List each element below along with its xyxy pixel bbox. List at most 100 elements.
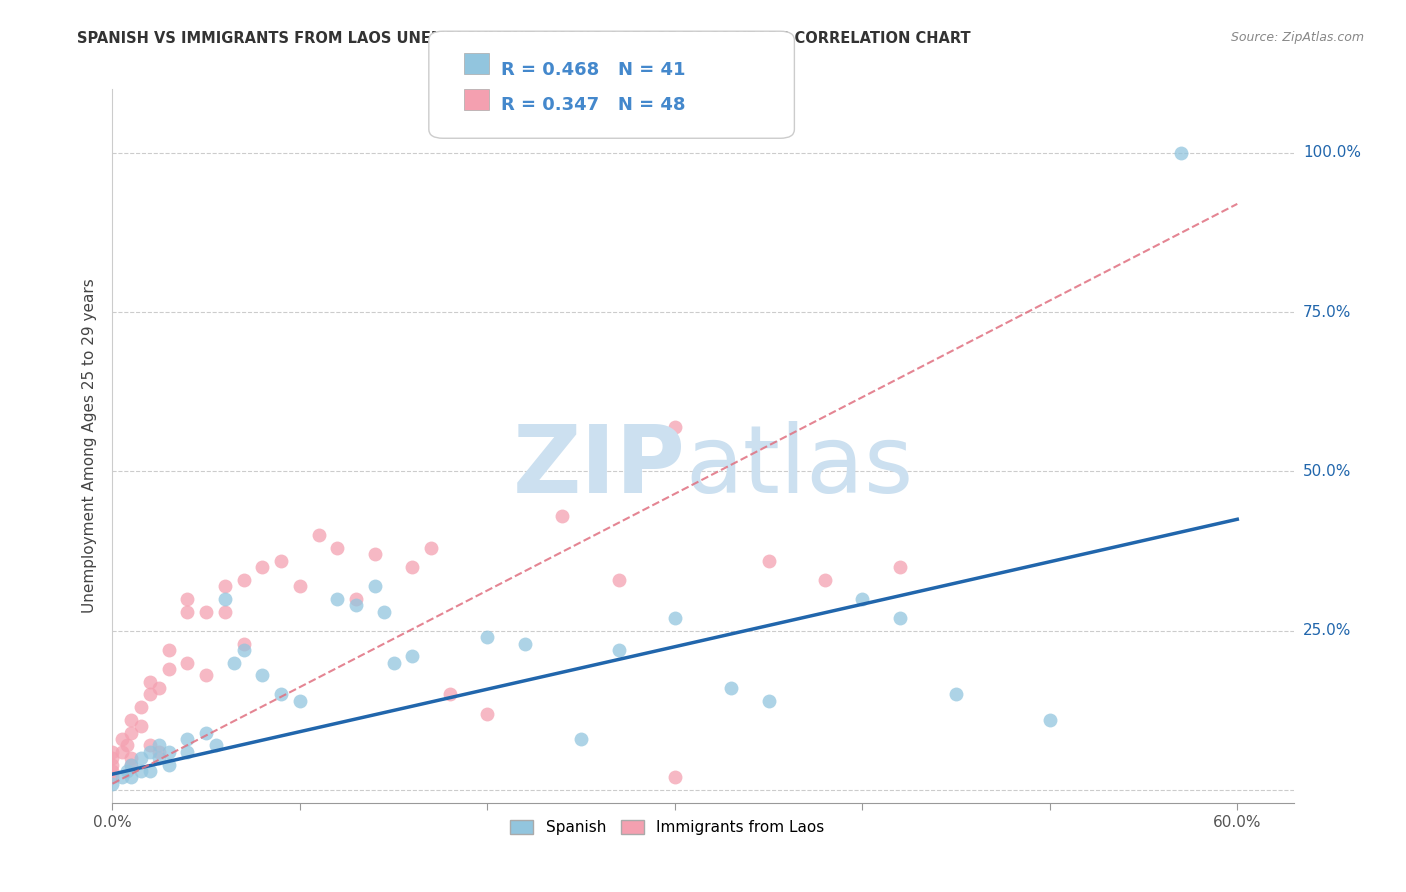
Text: 100.0%: 100.0%: [1303, 145, 1361, 161]
Point: [148, 681, 170, 695]
Point: [157, 643, 180, 657]
Point: [157, 745, 180, 759]
Point: [720, 681, 742, 695]
Point: [224, 656, 246, 670]
Point: [129, 751, 152, 765]
Point: [326, 541, 349, 555]
Text: R = 0.468   N = 41: R = 0.468 N = 41: [501, 61, 685, 78]
Point: [252, 560, 274, 574]
Point: [195, 605, 218, 619]
Point: [120, 713, 142, 727]
Point: [551, 509, 574, 524]
Point: [101, 751, 124, 765]
Point: [889, 560, 911, 574]
Point: [270, 688, 292, 702]
Point: [288, 579, 311, 593]
Point: [120, 770, 142, 784]
Point: [176, 732, 198, 747]
Point: [758, 554, 780, 568]
Point: [382, 656, 405, 670]
Point: [288, 694, 311, 708]
Point: [176, 605, 198, 619]
Point: [101, 745, 124, 759]
Text: ZIP: ZIP: [512, 421, 685, 514]
Point: [139, 688, 162, 702]
Point: [477, 630, 499, 644]
Point: [1039, 713, 1062, 727]
Point: [117, 764, 139, 778]
Point: [117, 739, 139, 753]
Point: [945, 688, 967, 702]
Point: [139, 674, 162, 689]
Point: [607, 573, 630, 587]
Point: [139, 745, 162, 759]
Y-axis label: Unemployment Among Ages 25 to 29 years: Unemployment Among Ages 25 to 29 years: [82, 278, 97, 614]
Point: [195, 668, 218, 682]
Point: [401, 560, 423, 574]
Point: [139, 764, 162, 778]
Point: [513, 636, 536, 650]
Point: [232, 636, 254, 650]
Point: [1170, 145, 1192, 160]
Point: [664, 611, 686, 625]
Text: 75.0%: 75.0%: [1303, 305, 1351, 319]
Point: [214, 579, 236, 593]
Point: [101, 770, 124, 784]
Point: [364, 579, 387, 593]
Point: [148, 745, 170, 759]
Point: [607, 643, 630, 657]
Point: [758, 694, 780, 708]
Point: [129, 719, 152, 733]
Text: R = 0.347   N = 48: R = 0.347 N = 48: [501, 96, 685, 114]
Point: [101, 757, 124, 772]
Point: [120, 725, 142, 739]
Point: [157, 757, 180, 772]
Point: [569, 732, 592, 747]
Point: [420, 541, 443, 555]
Point: [111, 732, 134, 747]
Point: [101, 777, 124, 791]
Point: [120, 751, 142, 765]
Text: 50.0%: 50.0%: [1303, 464, 1351, 479]
Point: [214, 591, 236, 606]
Point: [101, 764, 124, 778]
Point: [148, 739, 170, 753]
Point: [214, 605, 236, 619]
Point: [664, 420, 686, 434]
Point: [401, 649, 423, 664]
Point: [889, 611, 911, 625]
Point: [308, 528, 330, 542]
Point: [232, 643, 254, 657]
Point: [851, 591, 873, 606]
Point: [111, 770, 134, 784]
Point: [139, 739, 162, 753]
Point: [252, 668, 274, 682]
Point: [157, 662, 180, 676]
Point: [120, 757, 142, 772]
Point: [195, 725, 218, 739]
Point: [232, 573, 254, 587]
Point: [364, 547, 387, 561]
Point: [814, 573, 837, 587]
Point: [148, 751, 170, 765]
Point: [204, 739, 226, 753]
Point: [439, 688, 461, 702]
Point: [176, 591, 198, 606]
Point: [111, 745, 134, 759]
Point: [344, 599, 367, 613]
Point: [129, 764, 152, 778]
Legend: Spanish, Immigrants from Laos: Spanish, Immigrants from Laos: [505, 814, 831, 841]
Point: [270, 554, 292, 568]
Text: atlas: atlas: [685, 421, 914, 514]
Point: [176, 745, 198, 759]
Point: [664, 770, 686, 784]
Text: Source: ZipAtlas.com: Source: ZipAtlas.com: [1230, 31, 1364, 45]
Point: [373, 605, 395, 619]
Text: SPANISH VS IMMIGRANTS FROM LAOS UNEMPLOYMENT AMONG AGES 25 TO 29 YEARS CORRELATI: SPANISH VS IMMIGRANTS FROM LAOS UNEMPLOY…: [77, 31, 972, 46]
Point: [344, 591, 367, 606]
Point: [120, 757, 142, 772]
Point: [129, 700, 152, 714]
Point: [326, 591, 349, 606]
Point: [477, 706, 499, 721]
Text: 25.0%: 25.0%: [1303, 624, 1351, 639]
